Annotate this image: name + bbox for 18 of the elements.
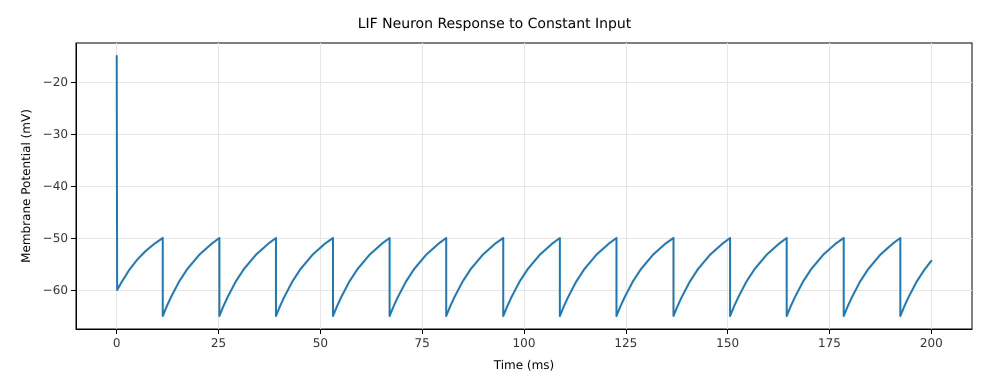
x-tick-label: 125 [614,336,638,350]
y-tick-label: −60 [42,283,68,297]
y-tick-label: −40 [42,179,68,193]
x-tick-label: 100 [512,336,536,350]
y-axis-title: Membrane Potential (mV) [18,109,33,263]
line-series [116,55,932,317]
x-axis-title: Time (ms) [492,358,554,372]
x-tick-label: 0 [112,336,121,350]
y-tick-label: −20 [42,75,68,89]
y-tick-label: −50 [42,231,68,245]
y-tick-label: −30 [42,127,68,141]
x-tick-label: 25 [210,336,226,350]
x-tick-label: 75 [414,336,430,350]
x-tick-label: 150 [716,336,740,350]
chart-title: LIF Neuron Response to Constant Input [358,16,632,32]
x-tick-label: 200 [920,336,943,350]
x-tick-label: 50 [312,336,328,350]
x-tick-label: 175 [818,336,841,350]
